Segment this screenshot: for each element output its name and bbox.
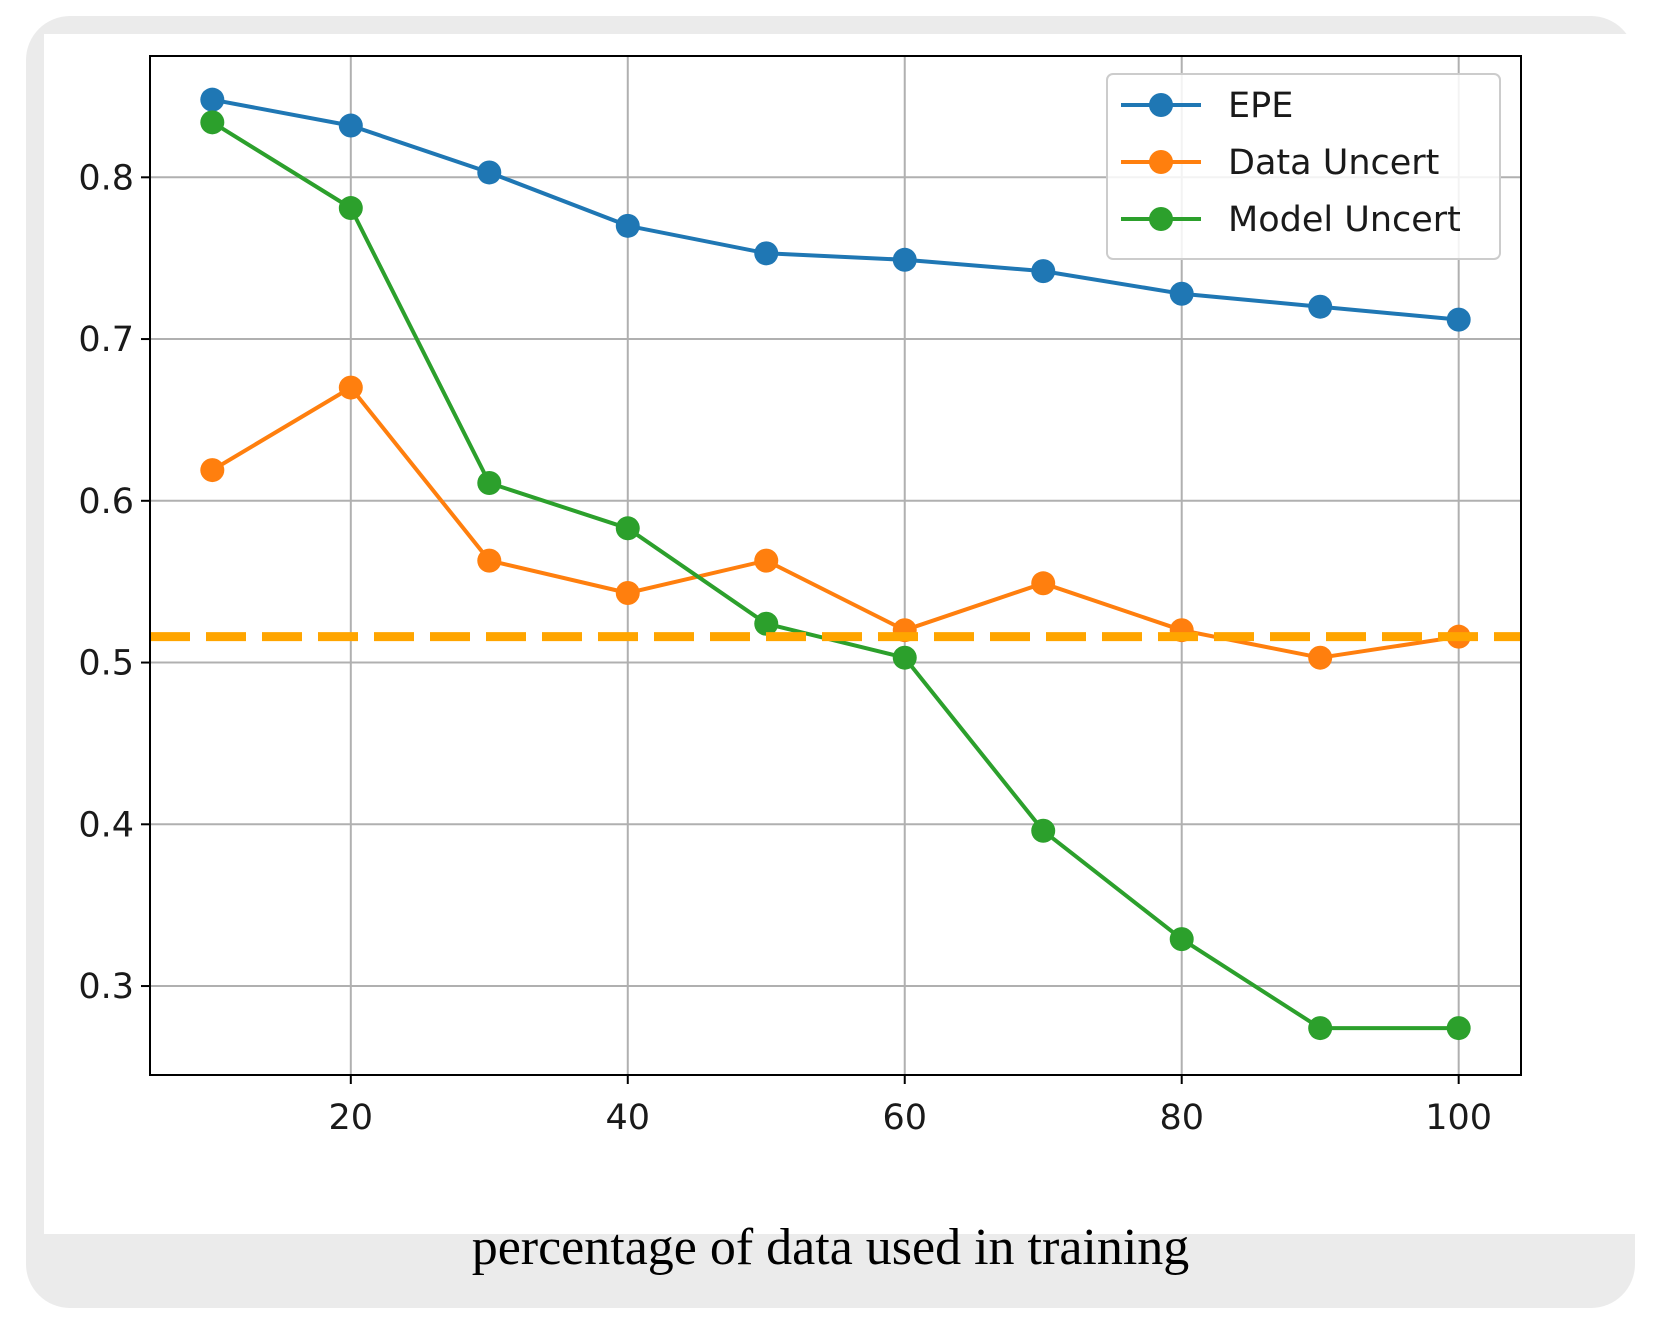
- data-point-epe: [754, 241, 779, 266]
- x-tick-label: 60: [882, 1098, 927, 1138]
- data-point-model-uncert: [1031, 818, 1056, 843]
- y-tick-label: 0.7: [78, 320, 134, 360]
- tick-layer: 20 40 60 80 100 0.3 0.4 0.5 0.6 0.7 0.8: [78, 158, 1492, 1138]
- data-point-model-uncert: [892, 645, 917, 670]
- legend-marker-data-uncert: [1149, 150, 1173, 174]
- data-point-epe: [200, 87, 225, 112]
- y-tick-label: 0.5: [78, 644, 134, 684]
- data-point-model-uncert: [754, 611, 779, 636]
- data-point-model-uncert: [1308, 1016, 1333, 1041]
- data-point-model-uncert: [200, 110, 225, 135]
- data-point-epe: [1446, 307, 1471, 332]
- y-tick-label: 0.3: [78, 967, 134, 1007]
- x-tick-label: 20: [329, 1098, 374, 1138]
- data-point-data-uncert: [338, 375, 363, 400]
- series-line-data-uncert: [211, 385, 1459, 660]
- data-point-epe: [892, 247, 917, 272]
- x-tick-label: 100: [1425, 1098, 1492, 1138]
- data-point-data-uncert: [477, 548, 502, 573]
- x-tick-label: 80: [1159, 1098, 1204, 1138]
- data-point-data-uncert: [200, 458, 225, 483]
- data-point-epe: [338, 113, 363, 138]
- data-point-epe: [1308, 294, 1333, 319]
- data-point-model-uncert: [1169, 927, 1194, 952]
- x-tick-label: 40: [605, 1098, 650, 1138]
- data-point-epe: [1031, 259, 1056, 284]
- data-point-model-uncert: [1446, 1016, 1471, 1041]
- legend-label-data-uncert: Data Uncert: [1228, 143, 1439, 183]
- legend: EPE Data Uncert Model Uncert: [1106, 73, 1501, 260]
- data-point-epe: [615, 213, 640, 238]
- series-line-epe: [211, 97, 1459, 322]
- series-layer: [150, 87, 1521, 1041]
- data-point-data-uncert: [615, 580, 640, 605]
- data-point-data-uncert: [1308, 645, 1333, 670]
- data-point-model-uncert: [477, 471, 502, 496]
- data-point-model-uncert: [615, 516, 640, 541]
- legend-label-model-uncert: Model Uncert: [1228, 200, 1461, 240]
- data-point-data-uncert: [1031, 571, 1056, 596]
- y-tick-label: 0.4: [78, 805, 134, 845]
- legend-box: [1106, 73, 1501, 260]
- legend-marker-model-uncert: [1149, 207, 1173, 231]
- y-tick-label: 0.8: [78, 158, 134, 198]
- data-point-data-uncert: [754, 548, 779, 573]
- legend-marker-epe: [1149, 93, 1173, 117]
- x-axis-caption: percentage of data used in training: [471, 1219, 1190, 1276]
- data-point-epe: [1169, 281, 1194, 306]
- y-tick-label: 0.6: [78, 482, 134, 522]
- axes-box: [149, 55, 1522, 1076]
- data-point-model-uncert: [338, 196, 363, 221]
- data-point-epe: [477, 160, 502, 185]
- legend-label-epe: EPE: [1228, 86, 1293, 126]
